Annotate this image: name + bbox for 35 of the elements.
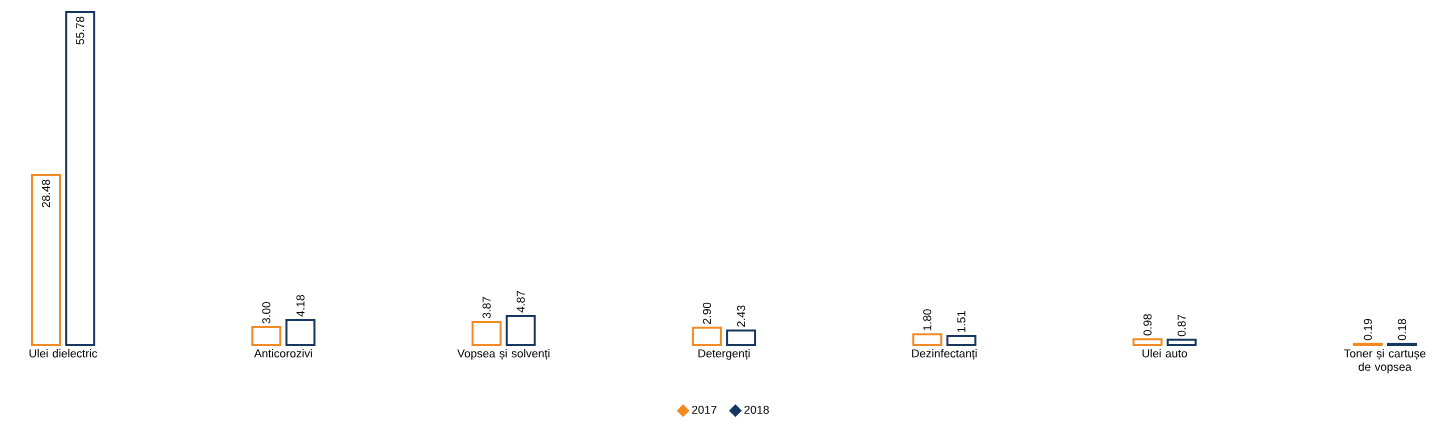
bar [691,326,722,346]
data-label: 28.48 [41,179,51,208]
data-label: 3.00 [262,302,271,324]
bar [946,334,977,346]
bar [65,11,96,346]
data-label: 4.18 [296,295,305,317]
data-label: 0.87 [1177,314,1186,337]
data-label: 0.18 [1397,318,1407,341]
data-label: 2.43 [737,305,746,327]
data-label: 2.90 [702,302,711,324]
legend-label: 2018 [744,405,769,414]
x-tick-label: Detergenți [698,349,750,360]
bar [912,333,943,346]
x-tick-label: Toner și cartușe de vopsea [1344,349,1426,374]
bar [471,320,502,346]
bar [285,319,316,346]
bar [31,173,61,346]
x-tick-label: Dezinfectanți [912,349,977,360]
x-tick-label: Anticorozivi [254,349,312,358]
bar [505,314,536,346]
data-label: 0.98 [1143,314,1152,336]
data-label: 3.87 [482,296,491,319]
data-label: 55.78 [76,16,85,45]
bar [1132,338,1163,346]
x-tick-label: Vopsea și solvenți [457,349,550,360]
x-tick-label: Ulei dielectric [29,349,98,358]
legend-label: 2017 [692,405,717,414]
data-label: 4.87 [516,291,525,313]
data-label: 1.80 [923,309,932,331]
data-label: 0.19 [1363,318,1372,341]
bar [726,329,757,346]
x-tick-label: Ulei auto [1142,349,1188,358]
bar [1166,338,1197,346]
bar [251,326,282,346]
data-label: 1.51 [957,311,966,332]
